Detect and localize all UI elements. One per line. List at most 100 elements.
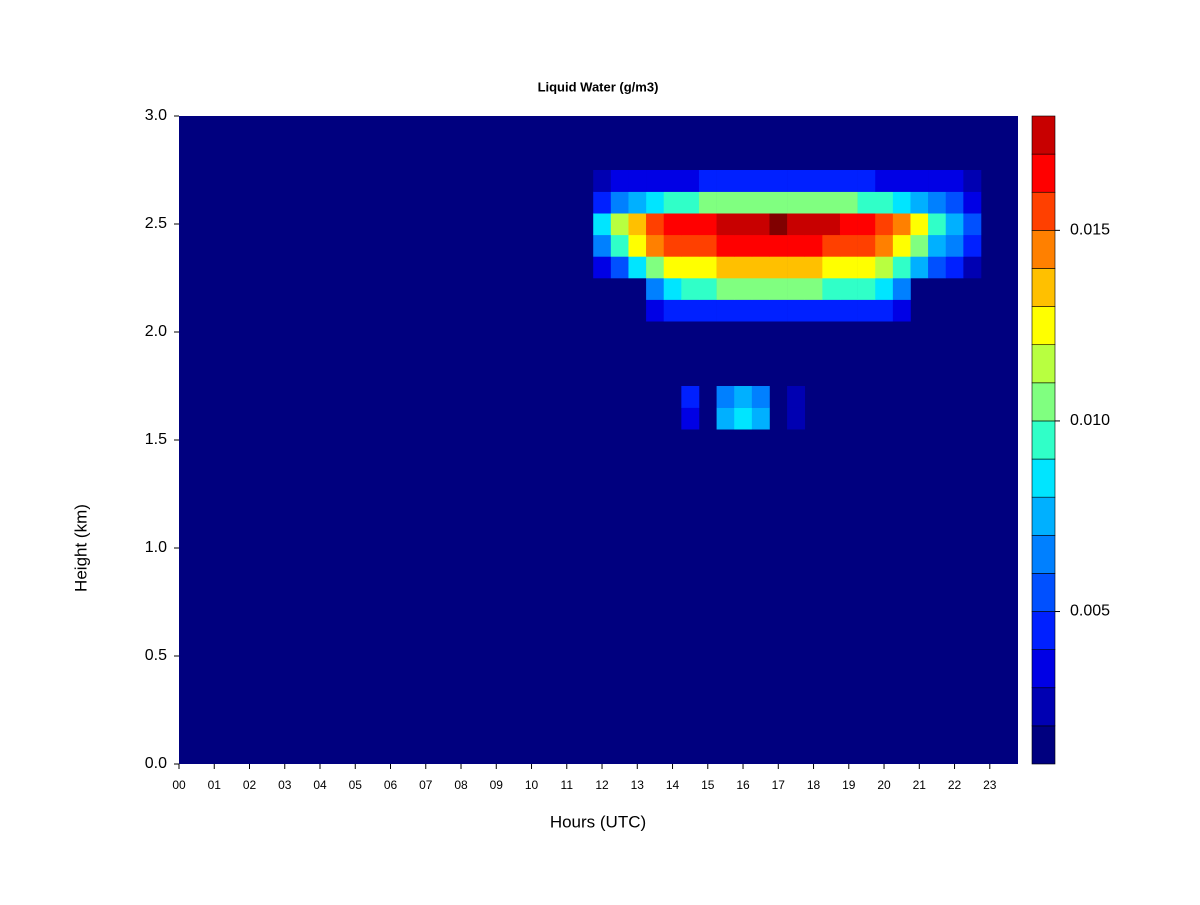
x-tick-label: 03: [278, 778, 292, 792]
heat-cell: [875, 213, 894, 236]
heat-cell: [593, 234, 612, 257]
y-tick-label: 2.5: [145, 215, 167, 232]
heat-cell: [628, 170, 647, 192]
heat-cell: [822, 213, 841, 236]
colorbar-bin: [1031, 268, 1056, 307]
heat-cell: [593, 256, 612, 279]
heat-cell: [610, 191, 629, 214]
heat-cell: [646, 299, 665, 322]
colorbar-bin: [1031, 725, 1056, 765]
heat-cell: [875, 234, 894, 257]
heat-cell: [910, 191, 929, 214]
x-tick-label: 14: [666, 778, 680, 792]
heat-cell: [787, 278, 806, 300]
heat-cell: [698, 278, 717, 300]
heat-cell: [593, 191, 612, 214]
heat-cell: [734, 213, 753, 236]
x-tick-label: 16: [736, 778, 750, 792]
heat-cell: [892, 234, 911, 257]
heat-cell: [681, 170, 700, 192]
heat-cell: [646, 278, 665, 300]
heat-cell: [910, 213, 929, 236]
colorbar-bin: [1031, 649, 1056, 689]
colorbar-bin: [1031, 420, 1056, 460]
heat-cell: [716, 386, 735, 408]
heat-cell: [822, 191, 841, 214]
heat-cell: [769, 213, 788, 236]
heat-cell: [963, 191, 982, 214]
heat-cell: [928, 256, 947, 279]
heat-cell: [593, 213, 612, 236]
heat-cell: [857, 191, 876, 214]
heat-cell: [663, 299, 682, 322]
x-tick-label: 20: [877, 778, 891, 792]
heat-cell: [769, 234, 788, 257]
heat-cell: [734, 191, 753, 214]
heat-cell: [646, 170, 665, 192]
heat-cell: [681, 213, 700, 236]
heat-cell: [751, 386, 770, 408]
heat-cell: [698, 234, 717, 257]
heat-cell: [822, 170, 841, 192]
heat-cell: [610, 170, 629, 192]
heat-cell: [751, 234, 770, 257]
heat-cell: [698, 299, 717, 322]
y-tick-label: 2.0: [145, 323, 167, 340]
heat-cell: [663, 170, 682, 192]
heat-cell: [751, 278, 770, 300]
heat-cell: [610, 213, 629, 236]
y-tick-label: 1.0: [145, 539, 167, 556]
y-tick-label: 0.5: [145, 647, 167, 664]
x-tick-label: 05: [349, 778, 363, 792]
heat-cell: [804, 299, 823, 322]
heat-cell: [875, 170, 894, 192]
heat-cell: [716, 256, 735, 279]
heat-cell: [963, 256, 982, 279]
x-tick-label: 13: [631, 778, 645, 792]
heat-cell: [716, 170, 735, 192]
heat-cell: [928, 191, 947, 214]
heat-cell: [857, 278, 876, 300]
heat-cell: [734, 234, 753, 257]
heat-cell: [716, 299, 735, 322]
x-tick-label: 19: [842, 778, 856, 792]
x-tick-label: 10: [525, 778, 539, 792]
heat-cell: [698, 256, 717, 279]
heat-cell: [646, 256, 665, 279]
heat-cell: [610, 234, 629, 257]
heat-cell: [698, 170, 717, 192]
heat-cell: [839, 191, 858, 214]
heat-cell: [646, 213, 665, 236]
heat-cell: [839, 170, 858, 192]
heat-cell: [716, 213, 735, 236]
heat-cell: [663, 278, 682, 300]
heat-cell: [628, 191, 647, 214]
heat-cell: [769, 256, 788, 279]
heat-cell: [698, 213, 717, 236]
heat-cell: [910, 234, 929, 257]
x-tick-label: 06: [384, 778, 398, 792]
heat-cell: [804, 170, 823, 192]
heat-cell: [892, 278, 911, 300]
x-tick-label: 11: [561, 778, 574, 792]
heat-cell: [734, 407, 753, 430]
heat-cell: [734, 170, 753, 192]
heat-cell: [910, 256, 929, 279]
colorbar-bin: [1031, 230, 1056, 269]
x-tick-label: 04: [313, 778, 327, 792]
heat-cell: [663, 191, 682, 214]
heat-cell: [787, 299, 806, 322]
x-tick-label: 07: [419, 778, 433, 792]
heat-cell: [716, 234, 735, 257]
heat-cell: [839, 299, 858, 322]
heat-cell: [716, 278, 735, 300]
heat-cell: [822, 299, 841, 322]
colorbar-bin: [1031, 687, 1056, 727]
colorbar-bin: [1031, 496, 1056, 536]
colorbar-tick-label: 0.010: [1070, 412, 1110, 429]
heat-cell: [892, 256, 911, 279]
colorbar-bin: [1031, 534, 1056, 574]
heat-cell: [822, 256, 841, 279]
colorbar-bin: [1031, 382, 1056, 422]
